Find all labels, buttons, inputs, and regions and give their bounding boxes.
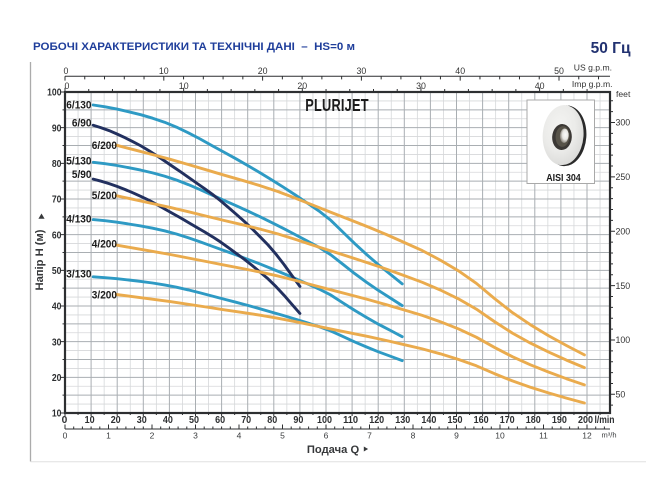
svg-text:10: 10 <box>179 81 189 91</box>
svg-text:50: 50 <box>554 66 564 76</box>
svg-text:8: 8 <box>411 431 416 441</box>
svg-text:11: 11 <box>539 431 548 441</box>
svg-text:20: 20 <box>52 373 62 384</box>
svg-text:0: 0 <box>65 81 70 91</box>
svg-text:20: 20 <box>111 415 121 426</box>
svg-text:250: 250 <box>616 172 631 182</box>
svg-text:50: 50 <box>52 266 62 277</box>
svg-text:200: 200 <box>578 415 593 426</box>
svg-text:80: 80 <box>267 415 277 426</box>
svg-text:20: 20 <box>258 66 268 76</box>
svg-text:US g.p.m.: US g.p.m. <box>574 63 612 73</box>
svg-text:3/130: 3/130 <box>66 268 91 280</box>
svg-text:feet: feet <box>616 89 631 99</box>
svg-text:5/90: 5/90 <box>72 169 92 181</box>
svg-text:100: 100 <box>616 335 631 345</box>
svg-text:6: 6 <box>324 431 329 441</box>
svg-text:190: 190 <box>552 415 567 426</box>
svg-text:40: 40 <box>455 66 465 76</box>
svg-text:m³/h: m³/h <box>602 431 617 440</box>
svg-text:30: 30 <box>357 66 367 76</box>
svg-text:150: 150 <box>448 415 463 426</box>
svg-text:50 Гц: 50 Гц <box>591 40 631 57</box>
svg-text:6/90: 6/90 <box>72 118 92 130</box>
svg-text:180: 180 <box>526 415 541 426</box>
svg-text:12: 12 <box>582 431 592 441</box>
svg-text:150: 150 <box>616 281 631 291</box>
svg-text:40: 40 <box>535 81 545 91</box>
svg-text:2: 2 <box>150 431 155 441</box>
svg-text:50: 50 <box>616 390 626 400</box>
svg-text:130: 130 <box>395 415 410 426</box>
svg-text:5/200: 5/200 <box>92 190 117 202</box>
svg-text:l/min: l/min <box>595 415 615 426</box>
svg-text:6/130: 6/130 <box>66 99 91 111</box>
svg-text:5/130: 5/130 <box>66 155 91 167</box>
svg-text:20: 20 <box>297 81 307 91</box>
svg-text:6/200: 6/200 <box>92 140 117 152</box>
svg-text:4: 4 <box>237 431 242 441</box>
svg-text:300: 300 <box>616 118 631 128</box>
svg-text:90: 90 <box>293 415 303 426</box>
svg-text:0: 0 <box>64 66 69 76</box>
svg-text:0: 0 <box>63 431 68 441</box>
svg-text:3: 3 <box>193 431 198 441</box>
svg-text:100: 100 <box>317 415 332 426</box>
svg-text:30: 30 <box>52 337 62 348</box>
svg-text:10: 10 <box>495 431 505 441</box>
svg-text:90: 90 <box>52 123 62 134</box>
svg-text:170: 170 <box>500 415 515 426</box>
svg-text:7: 7 <box>367 431 372 441</box>
svg-text:AISI 304: AISI 304 <box>546 173 581 184</box>
svg-text:40: 40 <box>163 415 173 426</box>
svg-text:40: 40 <box>52 302 62 313</box>
svg-text:100: 100 <box>47 88 62 99</box>
svg-text:9: 9 <box>454 431 459 441</box>
svg-text:140: 140 <box>421 415 436 426</box>
svg-text:0: 0 <box>62 415 68 426</box>
svg-text:10: 10 <box>159 66 169 76</box>
svg-text:4/130: 4/130 <box>66 213 91 225</box>
svg-text:3/200: 3/200 <box>92 289 117 301</box>
svg-text:Подача Q: Подача Q <box>307 444 360 456</box>
svg-text:160: 160 <box>474 415 489 426</box>
svg-text:60: 60 <box>215 415 225 426</box>
svg-text:50: 50 <box>189 415 199 426</box>
svg-text:РОБОЧІ ХАРАКТЕРИСТИКИ ТА ТЕХНІ: РОБОЧІ ХАРАКТЕРИСТИКИ ТА ТЕХНІЧНІ ДАНІ –… <box>33 41 355 53</box>
svg-text:Imp g.p.m.: Imp g.p.m. <box>572 79 613 89</box>
svg-text:70: 70 <box>52 195 62 206</box>
svg-text:80: 80 <box>52 159 62 170</box>
svg-text:Напір H (м): Напір H (м) <box>34 229 46 290</box>
svg-text:110: 110 <box>343 415 358 426</box>
svg-text:10: 10 <box>85 415 95 426</box>
svg-text:30: 30 <box>137 415 147 426</box>
svg-text:PLURIJET: PLURIJET <box>305 96 369 115</box>
svg-text:70: 70 <box>241 415 251 426</box>
svg-text:1: 1 <box>106 431 111 441</box>
svg-text:200: 200 <box>616 226 631 236</box>
svg-text:120: 120 <box>369 415 384 426</box>
svg-text:5: 5 <box>280 431 285 441</box>
svg-text:60: 60 <box>52 230 62 241</box>
svg-text:10: 10 <box>52 409 62 420</box>
svg-text:4/200: 4/200 <box>92 238 117 250</box>
svg-text:30: 30 <box>416 81 426 91</box>
